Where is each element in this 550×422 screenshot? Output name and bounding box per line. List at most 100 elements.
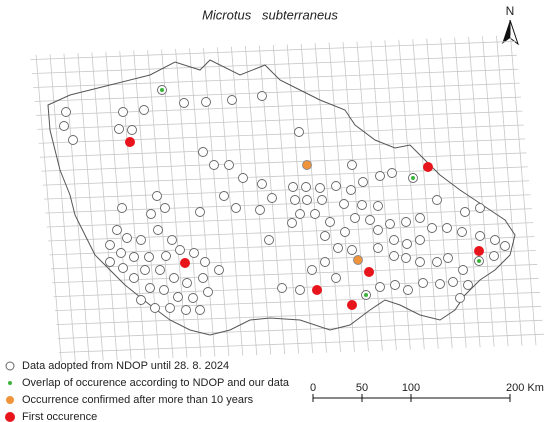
ndop-point <box>401 253 411 263</box>
legend-symbol <box>8 381 12 385</box>
grid-line <box>159 35 189 362</box>
ndop-point <box>68 135 78 145</box>
ndop-point <box>61 107 71 117</box>
grid-line <box>145 35 175 362</box>
ndop-point <box>136 235 146 245</box>
scale-label: 50 <box>356 382 368 394</box>
ndop-point <box>333 243 343 253</box>
ndop-point <box>294 127 304 137</box>
grid-line <box>30 193 545 215</box>
ndop-point <box>320 231 330 241</box>
grid-line <box>215 35 245 362</box>
ndop-point <box>160 203 170 213</box>
ndop-point <box>435 279 445 289</box>
ndop-point <box>267 193 277 203</box>
ndop-point <box>346 185 356 195</box>
ndop-point <box>257 91 267 101</box>
ndop-point <box>457 227 467 237</box>
ndop-point <box>175 245 185 255</box>
ndop-point <box>118 263 128 273</box>
map-title: Microtus subterraneus <box>202 7 338 22</box>
grid-line <box>30 333 545 355</box>
ndop-point <box>418 278 428 288</box>
grid-line <box>30 249 545 271</box>
grid-line <box>509 35 539 362</box>
grid-line <box>131 35 161 362</box>
ndop-point <box>195 305 205 315</box>
grid-line <box>30 235 545 257</box>
ndop-point <box>136 295 146 305</box>
grid-line <box>481 35 511 362</box>
grid-line <box>229 35 259 362</box>
ndop-point <box>357 200 367 210</box>
ndop-point <box>317 195 327 205</box>
ndop-point <box>402 239 412 249</box>
ndop-point <box>112 225 122 235</box>
ndop-point <box>127 125 137 135</box>
north-label: N <box>506 4 515 18</box>
ndop-point <box>198 147 208 157</box>
legend-label: Overlap of occurence according to NDOP a… <box>22 377 290 389</box>
legend-symbol <box>5 361 15 371</box>
ndop-point <box>315 183 325 193</box>
ndop-point <box>195 207 205 217</box>
ndop-point <box>489 251 499 261</box>
ndop-point <box>189 248 199 258</box>
grid-line <box>30 305 545 327</box>
ndop-point <box>463 280 473 290</box>
ndop-point <box>373 201 383 211</box>
grid-line <box>439 35 469 362</box>
ndop-point <box>150 303 160 313</box>
ndop-point <box>155 265 165 275</box>
ndop-point <box>455 293 465 303</box>
ndop-point <box>129 252 139 262</box>
ndop-point <box>415 213 425 223</box>
ndop-point <box>401 217 411 227</box>
first-point <box>125 137 135 147</box>
grid-line <box>30 53 545 75</box>
ndop-point <box>385 219 395 229</box>
ndop-point <box>264 235 274 245</box>
grid-line <box>285 35 315 362</box>
grid-line <box>47 35 77 362</box>
grid-line <box>355 35 385 362</box>
grid-line <box>523 35 545 362</box>
ndop-point <box>144 252 154 262</box>
occurrence-points <box>59 85 510 315</box>
grid-line <box>30 39 545 61</box>
ndop-point <box>169 273 179 283</box>
ndop-point <box>403 285 413 295</box>
scale-label: 100 <box>402 382 420 394</box>
ndop-point <box>295 209 305 219</box>
grid-line <box>30 81 545 103</box>
grid-line <box>30 109 545 131</box>
ndop-point <box>257 179 267 189</box>
grid-line <box>75 35 105 362</box>
ndop-point <box>129 273 139 283</box>
ndop-point <box>490 235 500 245</box>
ndop-point <box>214 265 224 275</box>
ndop-point <box>373 225 383 235</box>
ndop-point <box>427 223 437 233</box>
north-arrow-left <box>502 20 510 44</box>
ndop-point <box>458 265 468 275</box>
grid-line <box>243 35 273 362</box>
grid-line <box>495 35 525 362</box>
first-point <box>180 258 190 268</box>
ndop-point <box>389 235 399 245</box>
ndop-point <box>301 182 311 192</box>
ndop-point <box>152 191 162 201</box>
ndop-point <box>116 248 126 258</box>
ndop-point <box>117 203 127 213</box>
confirmed-point <box>302 160 312 170</box>
overlap-point <box>477 259 481 263</box>
ndop-point <box>159 285 169 295</box>
ndop-point <box>167 235 177 245</box>
grid-line <box>30 221 545 243</box>
ndop-point <box>255 205 265 215</box>
grid-line <box>397 35 427 362</box>
ndop-point <box>146 209 156 219</box>
ndop-point <box>105 240 115 250</box>
grid-line <box>187 35 217 362</box>
